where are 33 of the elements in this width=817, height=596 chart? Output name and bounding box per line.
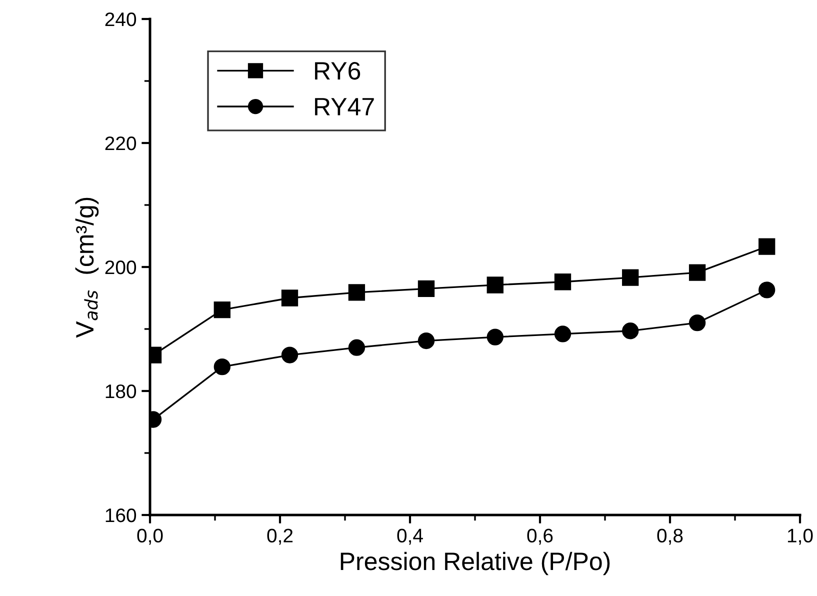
point <box>554 274 572 290</box>
y-tick-label: 220 <box>105 136 136 150</box>
x-tick-label: 0,8 <box>657 528 683 545</box>
point <box>688 314 706 332</box>
point <box>688 264 706 281</box>
x-tick-label: 0,2 <box>267 528 293 545</box>
y-tick-label: 200 <box>105 260 136 274</box>
point <box>486 276 504 294</box>
point <box>348 339 366 356</box>
point <box>214 358 230 376</box>
point <box>758 282 776 298</box>
point <box>348 284 366 301</box>
y-tick-label: 160 <box>106 508 136 522</box>
x-tick-label: 1,0 <box>788 528 813 545</box>
point <box>554 326 572 342</box>
x-tick-label: 0,4 <box>397 528 423 545</box>
point <box>486 328 504 346</box>
y-tick-label: 240 <box>105 12 136 26</box>
point <box>418 280 435 298</box>
y-tick-label: 180 <box>106 384 136 398</box>
point <box>281 346 298 364</box>
point <box>622 269 639 286</box>
x-tick-label: 0,6 <box>527 528 553 545</box>
y-axis-title: V$_{ads}$ (cm³/g) <box>75 198 99 338</box>
x-axis-title: Pression Relative (P/Po) <box>340 552 610 576</box>
legend-label: RY6 <box>315 62 360 80</box>
x-tick-label: 0,0 <box>137 528 163 545</box>
point <box>418 332 435 350</box>
point <box>281 290 298 306</box>
point <box>214 301 230 318</box>
point <box>622 322 639 340</box>
point <box>758 238 776 255</box>
legend-label: RY47 <box>315 98 374 116</box>
